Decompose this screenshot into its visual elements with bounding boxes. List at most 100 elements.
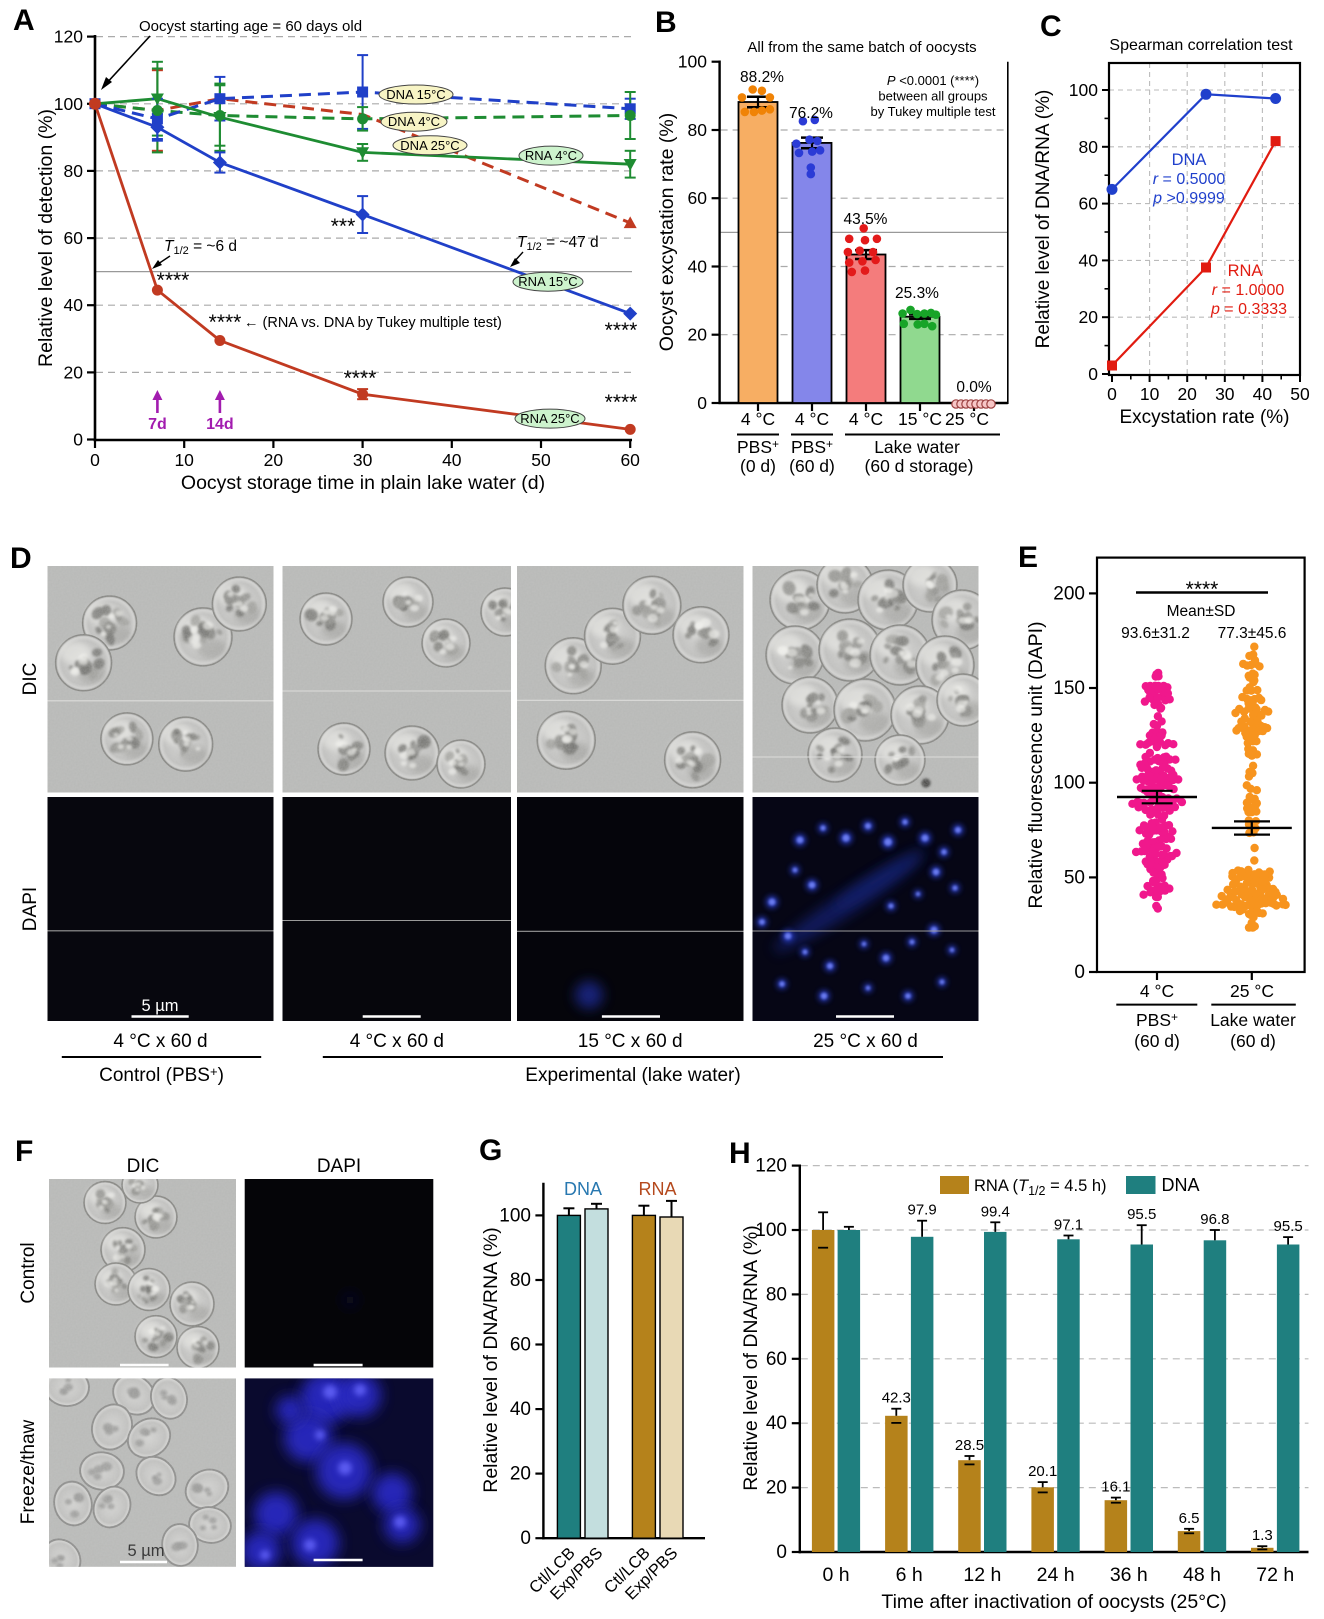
svg-text:Relative fluorescence unit (DA: Relative fluorescence unit (DAPI) xyxy=(1025,621,1047,908)
svg-text:RNA 4°C: RNA 4°C xyxy=(525,148,577,163)
svg-text:20: 20 xyxy=(64,362,84,382)
svg-text:Oocyst excystation rate (%): Oocyst excystation rate (%) xyxy=(656,113,678,351)
svg-text:0: 0 xyxy=(90,450,100,470)
svg-text:40: 40 xyxy=(442,450,462,470)
svg-text:T1/2 = ~47 d: T1/2 = ~47 d xyxy=(517,234,599,253)
svg-text:88.2%: 88.2% xyxy=(740,69,784,86)
svg-text:1.3: 1.3 xyxy=(1252,1527,1273,1544)
svg-text:DAPI: DAPI xyxy=(317,1156,361,1177)
svg-text:DNA 25°C: DNA 25°C xyxy=(400,138,459,153)
svg-text:72 h: 72 h xyxy=(1256,1564,1294,1586)
svg-text:Spearman correlation test: Spearman correlation test xyxy=(1109,37,1293,54)
svg-text:0: 0 xyxy=(1088,364,1098,384)
svg-text:Relative level of DNA/RNA (%): Relative level of DNA/RNA (%) xyxy=(480,1227,502,1493)
svg-text:5 µm: 5 µm xyxy=(127,1542,164,1560)
svg-text:Excystation rate (%): Excystation rate (%) xyxy=(1120,407,1290,428)
svg-text:120: 120 xyxy=(755,1156,787,1177)
svg-text:30: 30 xyxy=(1215,384,1235,404)
svg-text:0: 0 xyxy=(776,1542,787,1563)
svg-text:0.0%: 0.0% xyxy=(956,379,992,396)
svg-text:P <0.0001 (****): P <0.0001 (****) xyxy=(887,73,979,88)
svg-text:Experimental (lake water): Experimental (lake water) xyxy=(525,1065,740,1086)
svg-text:0: 0 xyxy=(697,393,707,413)
svg-text:200: 200 xyxy=(1053,583,1085,604)
svg-text:(60 d): (60 d) xyxy=(1230,1031,1276,1051)
svg-text:(60 d): (60 d) xyxy=(1134,1031,1180,1051)
svg-text:Time after inactivation of ooc: Time after inactivation of oocysts (25°C… xyxy=(881,1591,1226,1613)
svg-text:25.3%: 25.3% xyxy=(895,285,939,302)
svg-text:60: 60 xyxy=(510,1335,531,1356)
svg-text:20: 20 xyxy=(766,1478,787,1499)
svg-text:Oocyst storage time in plain l: Oocyst storage time in plain lake water … xyxy=(181,472,545,494)
svg-text:G: G xyxy=(479,1134,502,1167)
svg-text:0: 0 xyxy=(520,1528,531,1549)
svg-text:Mean±SD: Mean±SD xyxy=(1167,603,1236,620)
svg-text:Lake water: Lake water xyxy=(874,437,960,457)
svg-text:48 h: 48 h xyxy=(1183,1564,1221,1586)
svg-text:between all groups: between all groups xyxy=(878,89,988,104)
svg-text:100: 100 xyxy=(1069,80,1098,100)
svg-text:T1/2 = ~6 d: T1/2 = ~6 d xyxy=(164,238,237,257)
svg-text:PBS+: PBS+ xyxy=(791,437,833,457)
svg-text:100: 100 xyxy=(678,52,707,72)
svg-text:RNA (T1/2 = 4.5 h): RNA (T1/2 = 4.5 h) xyxy=(974,1177,1107,1198)
svg-text:r = 0.5000: r = 0.5000 xyxy=(1153,171,1226,188)
svg-text:Relative level of detection (%: Relative level of detection (%) xyxy=(35,109,57,367)
svg-text:77.3±45.6: 77.3±45.6 xyxy=(1218,625,1287,642)
svg-text:****: **** xyxy=(157,269,190,292)
svg-text:25 °C: 25 °C xyxy=(1230,981,1274,1001)
svg-text:20: 20 xyxy=(688,325,708,345)
svg-text:20: 20 xyxy=(1177,384,1197,404)
svg-text:E: E xyxy=(1018,541,1038,574)
svg-text:4 °C: 4 °C xyxy=(795,409,829,429)
svg-text:10: 10 xyxy=(174,450,194,470)
svg-text:100: 100 xyxy=(1053,773,1085,794)
svg-text:PBS+: PBS+ xyxy=(1136,1010,1178,1030)
svg-text:15 °C: 15 °C xyxy=(898,409,942,429)
svg-text:36 h: 36 h xyxy=(1110,1564,1148,1586)
svg-text:60: 60 xyxy=(766,1349,787,1370)
svg-text:DIC: DIC xyxy=(20,663,41,696)
svg-text:DNA: DNA xyxy=(1162,1175,1200,1195)
svg-text:96.8: 96.8 xyxy=(1200,1211,1229,1228)
svg-text:DNA: DNA xyxy=(564,1179,602,1199)
svg-text:99.4: 99.4 xyxy=(981,1203,1010,1220)
svg-text:40: 40 xyxy=(1253,384,1273,404)
svg-text:24 h: 24 h xyxy=(1037,1564,1075,1586)
svg-text:0: 0 xyxy=(73,430,83,450)
svg-text:20: 20 xyxy=(264,450,284,470)
svg-text:120: 120 xyxy=(54,27,83,47)
svg-text:DNA 4°C: DNA 4°C xyxy=(388,114,440,129)
svg-text:16.1: 16.1 xyxy=(1101,1479,1130,1496)
svg-text:60: 60 xyxy=(688,188,708,208)
svg-text:40: 40 xyxy=(510,1399,531,1420)
svg-text:100: 100 xyxy=(499,1205,531,1226)
svg-text:Freeze/thaw: Freeze/thaw xyxy=(18,1419,39,1524)
svg-text:12 h: 12 h xyxy=(963,1564,1001,1586)
svg-text:80: 80 xyxy=(766,1284,787,1305)
svg-text:DIC: DIC xyxy=(127,1156,160,1177)
svg-text:****: **** xyxy=(344,367,377,390)
svg-text:50: 50 xyxy=(1064,867,1085,888)
svg-text:4 °C x 60 d: 4 °C x 60 d xyxy=(113,1031,207,1052)
svg-text:← (RNA vs. DNA by Tukey multip: ← (RNA vs. DNA by Tukey multiple test) xyxy=(244,315,502,331)
svg-text:4 °C: 4 °C xyxy=(1140,981,1174,1001)
svg-text:15 °C x 60 d: 15 °C x 60 d xyxy=(578,1031,683,1052)
svg-text:A: A xyxy=(13,4,35,37)
svg-text:p >0.9999: p >0.9999 xyxy=(1152,190,1225,207)
svg-text:6.5: 6.5 xyxy=(1179,1510,1200,1527)
svg-text:80: 80 xyxy=(510,1270,531,1291)
svg-text:40: 40 xyxy=(766,1413,787,1434)
svg-text:Relative level of DNA/RNA (%): Relative level of DNA/RNA (%) xyxy=(1033,90,1054,349)
svg-text:30: 30 xyxy=(353,450,373,470)
svg-text:(0 d): (0 d) xyxy=(740,456,776,476)
svg-text:r = 1.0000: r = 1.0000 xyxy=(1212,282,1285,299)
svg-text:(60 d): (60 d) xyxy=(789,456,835,476)
svg-text:80: 80 xyxy=(64,161,84,181)
svg-text:97.9: 97.9 xyxy=(907,1202,936,1219)
svg-text:50: 50 xyxy=(1290,384,1310,404)
svg-text:RNA: RNA xyxy=(638,1179,676,1199)
svg-text:DNA 15°C: DNA 15°C xyxy=(386,87,445,102)
svg-text:(60 d storage): (60 d storage) xyxy=(865,456,974,476)
svg-text:0: 0 xyxy=(1107,384,1117,404)
